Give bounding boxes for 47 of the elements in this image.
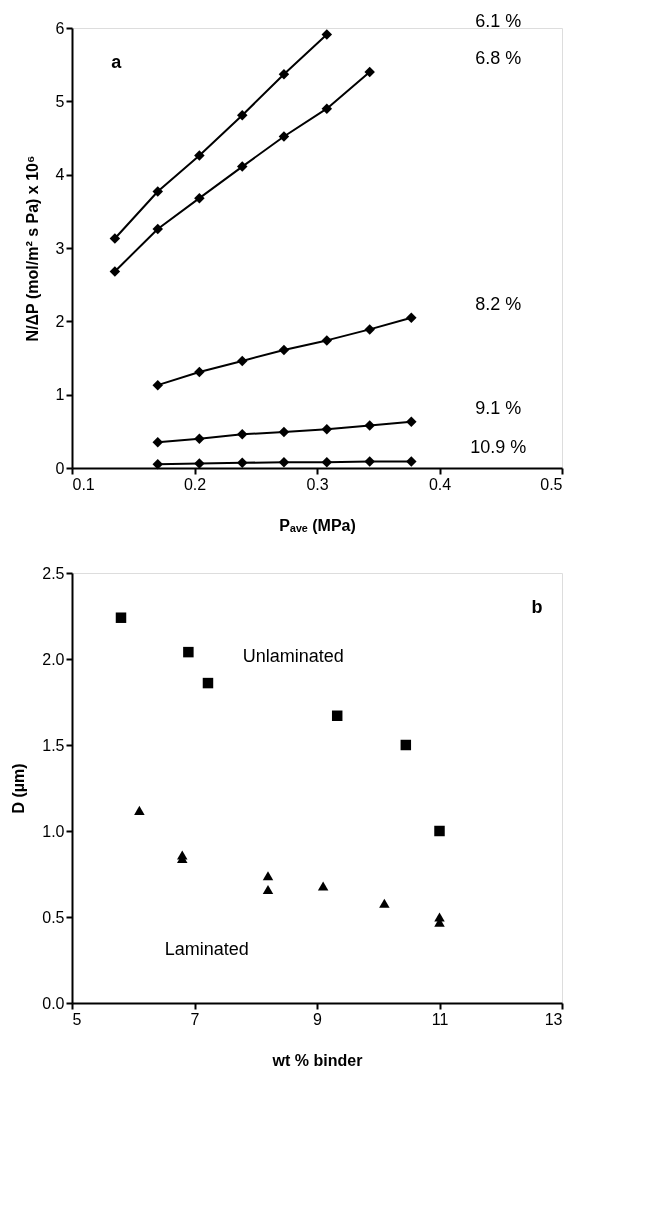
x-tick-label: 0.5	[540, 475, 563, 493]
text: 6.8 %	[475, 48, 522, 68]
x-axis-title: Pₐᵥₑ (MPa)	[279, 516, 356, 534]
x-tick-label: 7	[190, 1010, 200, 1028]
x-tick-label: 13	[544, 1010, 563, 1028]
y-axis-title: D (µm)	[10, 763, 28, 814]
y-tick-label: 1.0	[42, 822, 65, 840]
point	[434, 825, 445, 837]
annotation: a	[111, 52, 123, 73]
x-tick-label: 5	[72, 1010, 82, 1028]
y-tick-label: 6	[55, 19, 65, 37]
point	[317, 881, 329, 891]
point	[202, 677, 214, 689]
point	[115, 612, 127, 623]
x-tick-label: 0.2	[183, 475, 207, 493]
y-tick-label: 2.0	[42, 650, 65, 668]
x-tick-label: 0.4	[428, 475, 452, 493]
y-tick-label: 2	[55, 312, 65, 330]
y-tick-label: 3	[55, 239, 65, 257]
text: 9.1 %	[475, 397, 522, 418]
point	[183, 646, 194, 658]
y-tick-label: 1	[55, 386, 65, 404]
y-tick-label: 1.5	[42, 736, 65, 754]
y-tick-label: 0.0	[42, 994, 65, 1012]
annotation: b	[531, 596, 543, 617]
text: 10.9 %	[470, 437, 527, 458]
y-tick-label: 0.5	[42, 908, 65, 926]
text: 8.2 %	[475, 293, 522, 314]
x-axis-title: wt % binder	[271, 1051, 363, 1069]
x-tick-label: 9	[313, 1010, 323, 1028]
point	[400, 739, 412, 751]
y-axis-title: N/ΔP (mol/m² s Pa) x 10⁶	[23, 155, 41, 342]
text: Laminated	[164, 938, 249, 959]
text: 6.1 %	[475, 10, 522, 31]
point	[262, 871, 274, 881]
point	[134, 805, 145, 815]
point	[262, 884, 274, 895]
series-label: Unlaminated	[242, 646, 344, 667]
y-tick-label: 4	[55, 166, 65, 184]
y-tick-label: 5	[55, 92, 65, 110]
x-tick-label: 11	[431, 1010, 449, 1028]
point	[379, 898, 390, 908]
point	[331, 710, 343, 721]
y-tick-label: 0	[55, 459, 65, 477]
x-tick-label: 0.3	[306, 475, 329, 493]
y-tick-label: 2.5	[42, 564, 65, 582]
x-tick-label: 0.1	[72, 475, 95, 493]
